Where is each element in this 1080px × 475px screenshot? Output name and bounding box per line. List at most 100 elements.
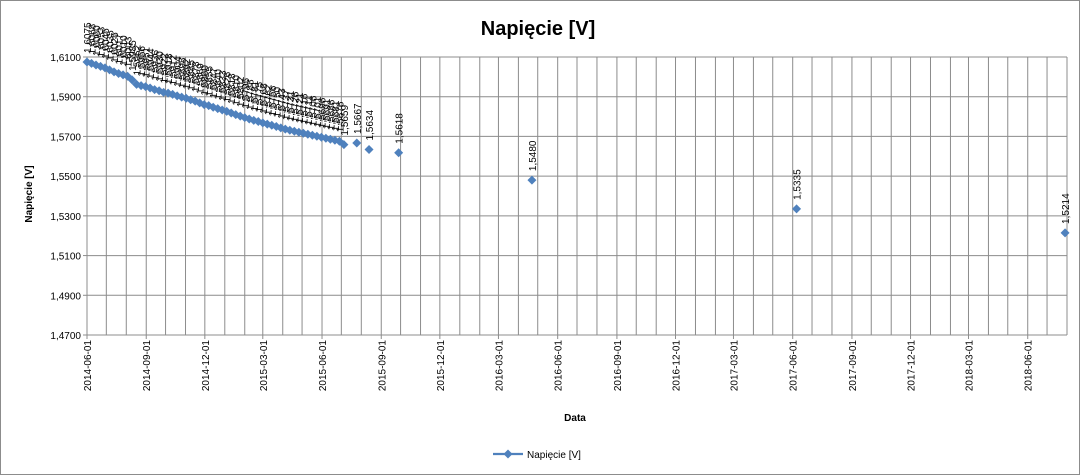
data-label: 1,5214 <box>1061 193 1072 224</box>
y-tick-label: 1,5700 <box>50 132 81 143</box>
data-label: 1,5781 <box>250 80 261 111</box>
y-tick-label: 1,4700 <box>50 331 81 342</box>
x-tick-label: 2016-09-01 <box>613 340 624 392</box>
data-label: 1,5985 <box>128 40 139 71</box>
y-axis-title: Napięcie [V] <box>24 165 35 222</box>
data-label: 1,5618 <box>395 113 406 144</box>
data-label: 1,5743 <box>277 88 288 119</box>
data-point <box>792 204 802 214</box>
data-label: 1,5701 <box>313 96 324 127</box>
data-point <box>267 120 277 130</box>
x-tick-label: 2018-06-01 <box>1024 340 1035 392</box>
data-label: 1,6010 <box>119 35 130 66</box>
data-label: 1,5833 <box>218 70 229 101</box>
data-point <box>527 175 537 185</box>
x-tick-label: 2015-03-01 <box>259 340 270 392</box>
data-label: 1,5810 <box>232 75 243 106</box>
data-label: 1,6060 <box>92 25 103 56</box>
data-label: 1,5944 <box>146 48 157 79</box>
data-label: 1,5721 <box>295 92 306 123</box>
data-label: 1,5634 <box>365 110 376 141</box>
data-label: 1,5737 <box>281 89 292 120</box>
legend-label: Napięcie [V] <box>527 450 581 461</box>
data-label: 1,5855 <box>205 66 216 97</box>
data-label: 1,5795 <box>241 78 252 109</box>
data-point <box>394 148 404 158</box>
data-labels: 1,60751,60681,60601,60531,60451,60351,60… <box>83 22 1072 224</box>
y-tick-label: 1,5900 <box>50 93 81 104</box>
data-label: 1,5869 <box>196 63 207 94</box>
data-label: 1,5716 <box>299 93 310 124</box>
data-label: 1,5951 <box>142 47 153 78</box>
data-label: 1,6025 <box>110 32 121 63</box>
data-label: 1,5847 <box>209 67 220 98</box>
data-label: 1,5731 <box>286 90 297 121</box>
data-point <box>352 138 362 148</box>
data-label: 1,5711 <box>304 95 315 125</box>
x-tick-label: 2014-12-01 <box>201 340 212 392</box>
x-tick-label: 2015-12-01 <box>436 340 447 392</box>
data-label: 1,5696 <box>317 97 328 128</box>
legend-marker <box>503 449 513 459</box>
data-label: 1,5788 <box>245 79 256 110</box>
x-tick-label: 2017-03-01 <box>729 340 740 392</box>
data-label: 1,5762 <box>263 84 274 115</box>
data-label: 1,5930 <box>155 51 166 82</box>
x-axis-title: Data <box>564 413 586 424</box>
data-point <box>364 145 374 155</box>
x-tick-label: 2016-06-01 <box>554 340 565 392</box>
data-label: 1,5726 <box>290 91 301 122</box>
x-tick-label: 2014-06-01 <box>83 340 94 392</box>
data-label: 1,5912 <box>169 54 180 85</box>
x-tick-label: 2017-09-01 <box>848 340 859 392</box>
data-label: 1,6017 <box>115 33 126 64</box>
x-tick-label: 2017-12-01 <box>907 340 918 392</box>
data-label: 1,5904 <box>173 56 184 87</box>
x-tick-label: 2018-03-01 <box>964 340 975 392</box>
data-label: 1,5826 <box>223 71 234 102</box>
data-label: 1,6068 <box>88 23 99 54</box>
data-label: 1,6045 <box>101 28 112 59</box>
data-label: 1,5818 <box>227 73 238 104</box>
y-tick-label: 1,4900 <box>50 291 81 302</box>
axes <box>83 56 1068 339</box>
data-label: 1,5756 <box>268 85 279 116</box>
x-tick-label: 2015-06-01 <box>318 340 329 392</box>
data-label: 1,5922 <box>160 52 171 83</box>
data-label: 1,5768 <box>259 83 270 114</box>
data-label: 1,5659 <box>340 105 351 136</box>
data-label: 1,5681 <box>331 100 342 131</box>
y-axis-ticks: 1,4700 1,4900 1,5100 1,5300 1,5500 1,5700 1,59… <box>50 53 81 342</box>
x-axis-ticks: 2014-06-01 2014-09-01 2014-12-01 2015-03-01… <box>83 340 1035 392</box>
data-point <box>1060 228 1070 238</box>
data-label: 1,5885 <box>187 60 198 91</box>
data-label: 1,5936 <box>151 50 162 81</box>
data-label: 1,6035 <box>106 30 117 61</box>
data-label: 1,5480 <box>528 140 539 171</box>
data-label: 1,5802 <box>236 76 247 107</box>
data-label: 1,5962 <box>133 44 144 75</box>
data-label: 1,5691 <box>322 98 333 129</box>
data-label: 1,5898 <box>178 57 189 88</box>
data-label: 1,5335 <box>793 169 804 200</box>
legend: Napięcie [V] <box>493 449 581 461</box>
data-label: 1,5892 <box>182 58 193 89</box>
data-label: 1,6075 <box>83 22 94 53</box>
data-point <box>249 115 259 125</box>
data-label: 1,5918 <box>164 53 175 84</box>
data-label: 1,5878 <box>191 61 202 92</box>
y-tick-label: 1,5300 <box>50 212 81 223</box>
data-label: 1,6003 <box>124 36 135 67</box>
data-label: 1,6053 <box>97 26 108 57</box>
data-label: 1,5956 <box>137 46 148 77</box>
data-point <box>105 65 115 75</box>
x-tick-label: 2015-09-01 <box>377 340 388 392</box>
data-point <box>127 75 137 85</box>
x-tick-label: 2016-12-01 <box>672 340 683 392</box>
y-tick-label: 1,5500 <box>50 172 81 183</box>
data-label: 1,5860 <box>200 65 211 96</box>
y-tick-label: 1,6100 <box>50 53 81 64</box>
x-tick-label: 2016-03-01 <box>494 340 505 392</box>
